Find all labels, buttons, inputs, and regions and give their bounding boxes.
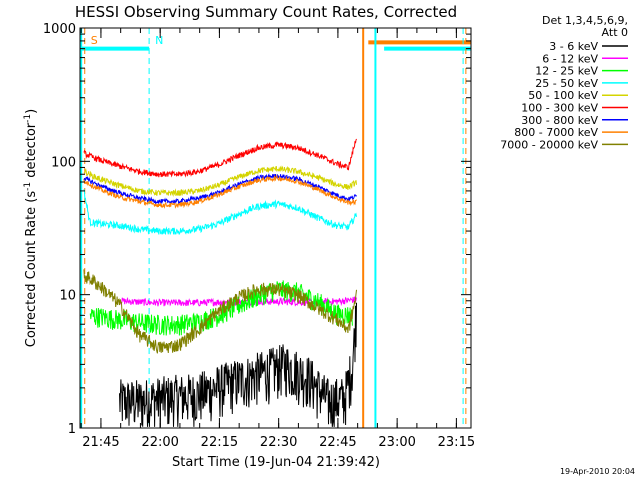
- y-axis: 1 10 100 1000: [43, 22, 471, 437]
- legend-label-800-7000-kev: 800 - 7000 keV: [514, 126, 598, 139]
- x-tick-label: 22:15: [201, 435, 238, 450]
- legend-label-300-800-kev: 300 - 800 keV: [521, 114, 598, 127]
- timestamp: 19-Apr-2010 20:04: [560, 467, 635, 476]
- series-line-100-300-kev: [83, 138, 357, 178]
- x-axis: 21:45 22:00 22:15 22:30 22:45 23:00 23:15: [80, 28, 475, 450]
- plot-frame: [79, 27, 472, 429]
- y-axis-label: Corrected Count Rate (s-1 detector-1): [23, 109, 39, 347]
- legend-label-100-300-kev: 100 - 300 keV: [521, 102, 598, 115]
- y-tick-label: 10: [59, 289, 76, 304]
- x-tick-label: 22:45: [319, 435, 356, 450]
- series-line-50-100-kev: [83, 165, 357, 198]
- series-line-25-50-kev: [83, 189, 357, 236]
- series-line-7000-20000-kev: [83, 269, 357, 354]
- x-axis-label: Start Time (19-Jun-04 21:39:42): [172, 455, 380, 470]
- x-tick-label: 23:00: [378, 435, 415, 450]
- chart-title: HESSI Observing Summary Count Rates, Cor…: [75, 3, 457, 21]
- series-line-800-7000-kev: [83, 174, 357, 209]
- series-line-3-6-kev: [119, 302, 357, 427]
- legend-header-line-2: Att 0: [602, 26, 628, 39]
- y-tick-label: 1000: [43, 22, 76, 37]
- legend-label-7000-20000-kev: 7000 - 20000 keV: [500, 138, 598, 151]
- x-tick-label: 22:00: [141, 435, 178, 450]
- x-tick-label: 23:15: [438, 435, 475, 450]
- legend-label-50-100-kev: 50 - 100 keV: [528, 89, 598, 102]
- event-label-n: N: [155, 34, 163, 47]
- event-label-s: S: [91, 34, 98, 47]
- legend-label-3-6-kev: 3 - 6 keV: [549, 40, 598, 53]
- legend-header-line-1: Det 1,3,4,5,6,9,: [542, 14, 628, 27]
- legend-label-12-25-kev: 12 - 25 keV: [535, 65, 598, 78]
- y-tick-label: 1: [68, 422, 76, 437]
- y-tick-label: 100: [51, 155, 76, 170]
- x-tick-label: 21:45: [82, 435, 119, 450]
- x-tick-label: 22:30: [260, 435, 297, 450]
- legend-label-25-50-kev: 25 - 50 keV: [535, 77, 598, 90]
- legend-label-6-12-kev: 6 - 12 keV: [542, 52, 598, 65]
